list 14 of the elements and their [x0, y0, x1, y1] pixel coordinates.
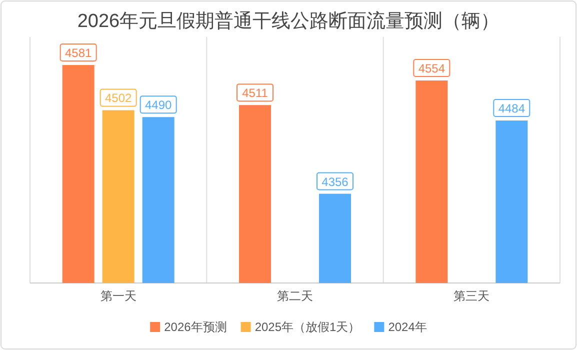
x-tick-label: 第二天	[277, 289, 313, 303]
data-label: 4511	[242, 86, 268, 100]
legend-label: 2025年（放假1天）	[254, 320, 360, 334]
legend-label: 2026年预测	[164, 320, 227, 334]
data-label: 4356	[322, 174, 349, 189]
legend-label: 2024年	[388, 320, 427, 334]
data-label: 4490	[144, 98, 172, 112]
x-tick-label: 第三天	[454, 289, 490, 303]
x-tick-label: 第一天	[100, 289, 136, 303]
data-label: 4554	[418, 61, 446, 76]
data-label: 4484	[498, 102, 526, 116]
data-label: 4581	[64, 46, 92, 60]
data-label: 4502	[104, 91, 132, 106]
chart-title: 2026年元旦假期普通干线公路断面流量预测（辆）	[77, 10, 500, 32]
